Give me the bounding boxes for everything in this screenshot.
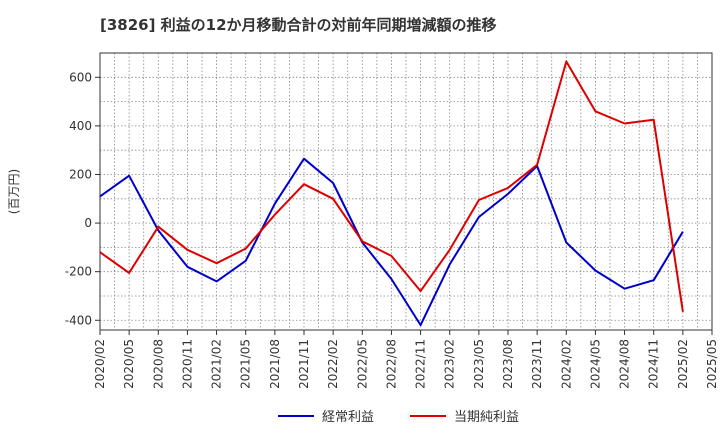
x-tick-label: 2023/05 bbox=[472, 339, 486, 389]
x-tick-label: 2022/02 bbox=[326, 339, 340, 389]
grid bbox=[99, 52, 713, 330]
series bbox=[99, 60, 684, 327]
x-tick-label: 2023/08 bbox=[501, 339, 515, 389]
series-line-2 bbox=[99, 60, 684, 312]
x-tick-label: 2021/11 bbox=[297, 339, 311, 389]
x-tick-label: 2025/02 bbox=[676, 339, 690, 389]
y-ticks: 600 400 200 0 -200 -400 bbox=[65, 70, 100, 327]
x-tick-label: 2023/11 bbox=[530, 339, 544, 389]
y-axis-label: (百万円) bbox=[7, 169, 21, 214]
x-tick-label: 2023/02 bbox=[443, 339, 457, 389]
x-tick-label: 2024/11 bbox=[647, 339, 661, 389]
legend-label-2: 当期純利益 bbox=[454, 410, 519, 425]
x-tick-label: 2021/02 bbox=[210, 339, 224, 389]
series-line-1 bbox=[99, 157, 684, 327]
x-tick-label: 2020/05 bbox=[122, 339, 136, 389]
y-tick-label: 0 bbox=[84, 216, 92, 230]
chart-title: [3826] 利益の12か月移動合計の対前年同期増減額の推移 bbox=[100, 16, 497, 34]
x-tick-label: 2022/05 bbox=[355, 339, 369, 389]
y-tick-label: 600 bbox=[69, 70, 92, 84]
x-tick-label: 2025/05 bbox=[705, 339, 719, 389]
y-tick-label: -400 bbox=[65, 313, 92, 327]
y-tick-label: -200 bbox=[65, 265, 92, 279]
x-tick-label: 2024/05 bbox=[588, 339, 602, 389]
plot-frame bbox=[99, 52, 713, 331]
x-tick-label: 2024/08 bbox=[618, 339, 632, 389]
x-tick-label: 2022/08 bbox=[384, 339, 398, 389]
x-ticks: 2020/02 2020/05 2020/08 2020/11 2021/02 2021/… bbox=[93, 330, 719, 389]
legend: 経常利益 当期純利益 bbox=[278, 410, 519, 425]
x-tick-label: 2020/08 bbox=[151, 339, 165, 389]
y-tick-label: 200 bbox=[69, 167, 92, 181]
y-tick-label: 400 bbox=[69, 119, 92, 133]
x-tick-label: 2020/11 bbox=[180, 339, 194, 389]
x-tick-label: 2020/02 bbox=[93, 339, 107, 389]
legend-label-1: 経常利益 bbox=[322, 410, 374, 425]
x-tick-label: 2021/08 bbox=[268, 339, 282, 389]
x-tick-label: 2022/11 bbox=[414, 339, 428, 389]
x-tick-label: 2021/05 bbox=[239, 339, 253, 389]
x-tick-label: 2024/02 bbox=[559, 339, 573, 389]
